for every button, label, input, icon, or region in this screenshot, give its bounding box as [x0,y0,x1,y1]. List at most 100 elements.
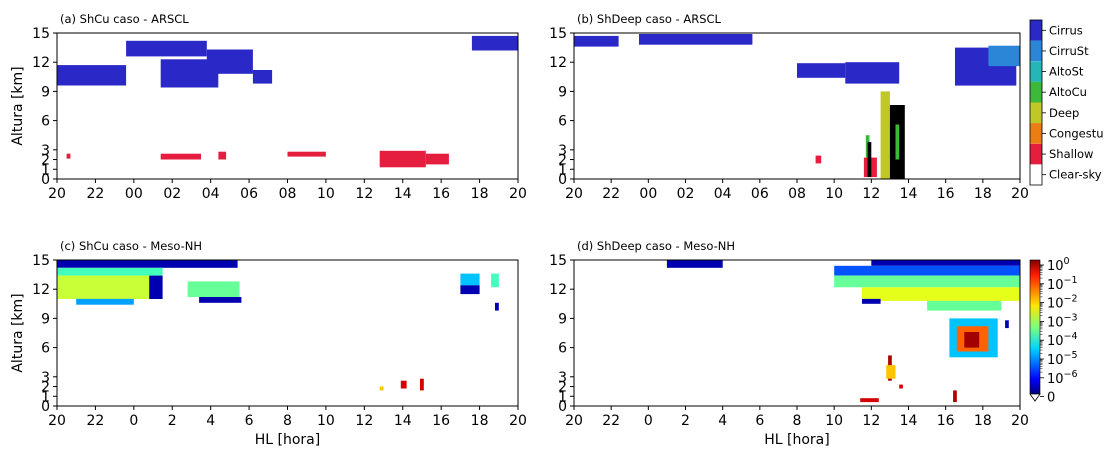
x-tick-label: 22 [602,186,620,202]
heatmap-cell [400,380,407,389]
x-tick-label: 2 [168,413,177,429]
heatmap-cell [57,267,163,276]
legend-label: Cirrus [1049,23,1083,37]
x-tick-label: 6 [755,413,764,429]
heatmap-cell [666,260,723,268]
colorbar-exponent: −4 [1064,331,1078,342]
heatmap-cell [797,63,846,78]
y-tick-label: 0 [558,172,567,188]
x-tick-label: 18 [974,186,992,202]
heatmap-cell [460,273,480,286]
colorbar-tick-label: 10−2 [1047,294,1078,312]
heatmap-cell [964,332,980,348]
x-tick-label: 6 [245,413,254,429]
colorbar-tick-label: 10−4 [1047,331,1078,349]
y-tick-label: 6 [41,114,50,130]
x-tick-label: 12 [355,186,373,202]
y-tick-label: 3 [558,143,567,159]
heatmap-cell [491,273,499,288]
y-tick-label: 6 [41,341,50,357]
x-tick-label: 16 [937,186,955,202]
x-tick-label: 02 [163,186,181,202]
panel-title: (d) ShDeep caso - Meso-NH [577,239,735,253]
y-tick-label: 0 [41,399,50,415]
x-tick-label: 20 [48,413,66,429]
x-tick-label: 00 [125,186,143,202]
y-tick-label: 15 [32,26,50,42]
x-tick-label: 10 [825,186,843,202]
x-tick-label: 20 [1011,413,1029,429]
y-tick-label: 6 [558,114,567,130]
heatmap-cell [1005,320,1009,329]
heatmap-cell [126,40,207,57]
heatmap-cells [574,34,1020,179]
heatmap-cell [867,142,872,177]
heatmap-cells [57,260,499,391]
panel-a: 20 22 00 02 04 06 08 10 12 14 16 18 200123691215(a) … [10,12,527,202]
x-tick-label: 22 [87,186,105,202]
x-tick-label: 22 [87,413,105,429]
y-tick-label: 1 [41,162,50,178]
x-tick-label: 06 [751,186,769,202]
heatmap-cell [495,302,499,311]
y-tick-label: 12 [549,282,567,298]
colorbar-tick-label: 100 [1047,256,1070,274]
heatmap-cell [460,285,480,295]
x-tick-label: 08 [788,186,806,202]
x-tick-label: 12 [862,186,880,202]
colorbar-exponent: −6 [1064,369,1078,380]
heatmap-cell [639,34,753,45]
legend-swatch [1030,20,1042,41]
colorbar-tick-label: 10−1 [1047,275,1078,293]
heatmap-cell [574,35,619,47]
panel-title: (c) ShCu caso - Meso-NH [60,239,202,253]
x-axis-label: HL [hora] [764,432,829,448]
x-tick-label: 14 [900,186,918,202]
x-tick-label: 16 [432,413,450,429]
legend-swatch [1030,164,1042,185]
x-tick-label: 20 [565,186,583,202]
heatmap-cell [57,275,150,299]
heatmap-cell [379,150,426,168]
colorbar-exponent: −1 [1064,275,1078,286]
x-tick-label: 12 [862,413,880,429]
y-tick-label: 3 [41,370,50,386]
y-tick-label: 9 [41,84,50,100]
x-tick-label: 2 [681,413,690,429]
x-tick-label: 14 [900,413,918,429]
y-tick-label: 12 [32,55,50,71]
x-tick-label: 20 [565,413,583,429]
x-tick-label: 06 [240,186,258,202]
colorbar [1029,259,1041,395]
heatmap-cells [57,35,518,168]
x-tick-label: 04 [714,186,732,202]
panel-b: 20 22 00 02 04 06 08 10 12 14 16 18 200123691215(b) … [549,12,1029,202]
heatmap-cell [287,151,326,157]
x-tick-label: 10 [317,413,335,429]
x-tick-label: 02 [677,186,695,202]
heatmap-cell [420,378,424,391]
y-tick-label: 6 [558,341,567,357]
x-tick-label: 18 [471,186,489,202]
legend-label: Congestu [1049,126,1104,140]
legend-swatch [1030,123,1042,144]
category-legend: Cirrus CirruSt AltoSt AltoCu Deep Congestu Sha… [1029,19,1104,186]
legend-swatch [1030,81,1042,103]
colorbar-tick-label: 0 [1047,391,1055,406]
heatmap-cell [862,287,1020,301]
legend-swatch [1030,61,1042,82]
x-tick-label: 18 [471,413,489,429]
heatmap-cell [927,300,1002,311]
x-tick-label: 04 [202,186,220,202]
x-tick-label: 22 [602,413,620,429]
heatmap-cell [57,65,127,86]
panel-title: (b) ShDeep caso - ARSCL [577,12,722,26]
x-tick-label: 20 [1011,186,1029,202]
x-tick-label: 20 [509,413,527,429]
legend-label: AltoCu [1049,85,1087,99]
legend-swatch [1030,143,1042,165]
colorbar-tick-label: 10−5 [1047,350,1078,368]
y-tick-label: 2 [558,380,567,396]
